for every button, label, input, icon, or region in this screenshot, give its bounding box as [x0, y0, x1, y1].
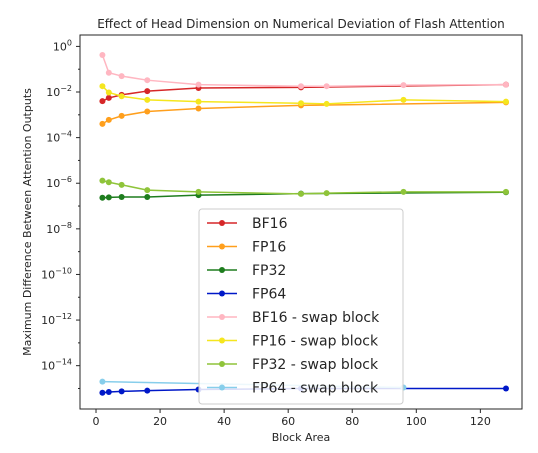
data-point: [105, 69, 112, 76]
x-tick-label: 100: [406, 415, 427, 428]
data-point: [99, 120, 106, 127]
x-axis-label: Block Area: [272, 431, 331, 444]
legend-marker: [219, 384, 225, 391]
data-point: [502, 81, 509, 88]
x-tick-label: 0: [93, 415, 100, 428]
data-point: [105, 94, 112, 101]
data-point: [502, 385, 509, 392]
data-point: [118, 112, 125, 119]
y-axis-label: Maximum Difference Between Attention Out…: [21, 88, 34, 356]
series-line: [101, 54, 506, 87]
data-point: [99, 194, 106, 201]
plot-frame: [79, 34, 523, 410]
legend-marker: [219, 267, 225, 273]
x-tick-label: 60: [281, 415, 295, 428]
legend-label: FP64: [252, 287, 286, 303]
data-point: [502, 98, 509, 105]
data-point: [99, 177, 106, 184]
data-point: [118, 73, 125, 80]
legend-label: BF16: [252, 216, 288, 232]
data-point: [195, 81, 202, 88]
data-point: [105, 179, 112, 186]
data-point: [99, 83, 106, 90]
data-point: [105, 389, 112, 396]
legend-marker: [219, 361, 225, 367]
data-point: [298, 100, 304, 107]
x-tick-label: 20: [153, 415, 167, 428]
data-point: [144, 387, 151, 394]
legend-marker: [219, 243, 225, 250]
x-axis-ticks: 0 20 40 60 80 100 120: [93, 409, 491, 428]
data-point: [144, 193, 151, 200]
legend-label: FP64 - swap block: [252, 381, 379, 397]
x-tick-label: 120: [470, 415, 491, 428]
data-point: [298, 83, 304, 90]
data-point: [144, 187, 151, 194]
data-point: [144, 96, 151, 103]
legend: BF16 FP16 FP32 FP64 BF16 - swap block FP16 - …: [198, 208, 404, 405]
data-point: [99, 378, 106, 385]
y-tick-label: 100: [53, 38, 72, 53]
data-point: [298, 190, 304, 197]
legend-marker: [219, 314, 225, 320]
data-point: [144, 88, 151, 95]
series-line: [101, 85, 506, 105]
data-point: [99, 389, 106, 396]
series-line: [102, 101, 506, 125]
legend-label: FP32 - swap block: [252, 357, 379, 373]
legend-label: FP16: [252, 240, 286, 256]
legend-marker: [219, 337, 225, 344]
y-tick-label: 10−2: [46, 84, 72, 99]
data-point: [195, 105, 202, 112]
data-point: [105, 116, 112, 123]
x-tick-label: 80: [345, 415, 359, 428]
data-point: [118, 193, 125, 200]
data-point: [323, 83, 330, 90]
chart-title: Effect of Head Dimension on Numerical De…: [97, 17, 505, 31]
legend-label: FP16 - swap block: [252, 334, 379, 350]
data-point: [99, 98, 106, 105]
data-point: [502, 188, 509, 195]
data-point: [195, 98, 202, 105]
y-tick-label: 10−14: [41, 358, 72, 373]
y-tick-label: 10−6: [46, 175, 72, 190]
data-point: [400, 96, 407, 103]
y-tick-label: 10−4: [46, 130, 72, 145]
series-line: [102, 179, 506, 195]
series-fp32-swap-block: [99, 177, 509, 197]
legend-label: BF16 - swap block: [252, 310, 380, 326]
data-point: [195, 188, 202, 195]
data-point: [105, 194, 112, 201]
y-tick-label: 10−8: [46, 221, 72, 236]
data-point: [323, 100, 330, 107]
data-point: [105, 89, 112, 96]
legend-marker: [219, 290, 225, 297]
data-point: [99, 51, 106, 58]
data-point: [400, 82, 407, 89]
data-point: [118, 93, 125, 100]
y-tick-label: 10−12: [41, 312, 72, 327]
legend-box: [198, 208, 404, 405]
data-point: [400, 188, 407, 195]
series-bf16-swap-block: [99, 51, 509, 90]
y-tick-label: 10−10: [41, 266, 72, 281]
data-point: [144, 77, 151, 84]
series-line: [102, 83, 506, 102]
data-point: [118, 388, 125, 395]
y-axis-ticks: 100 10−2 10−4 10−6 10−8 10−10 10−12 10−14: [41, 38, 80, 389]
legend-marker: [219, 220, 225, 226]
data-point: [118, 181, 125, 188]
data-point: [144, 108, 151, 115]
series-fp16-swap-block: [99, 83, 509, 107]
data-point: [323, 190, 330, 197]
legend-label: FP32: [252, 263, 286, 279]
x-tick-label: 40: [217, 415, 231, 428]
